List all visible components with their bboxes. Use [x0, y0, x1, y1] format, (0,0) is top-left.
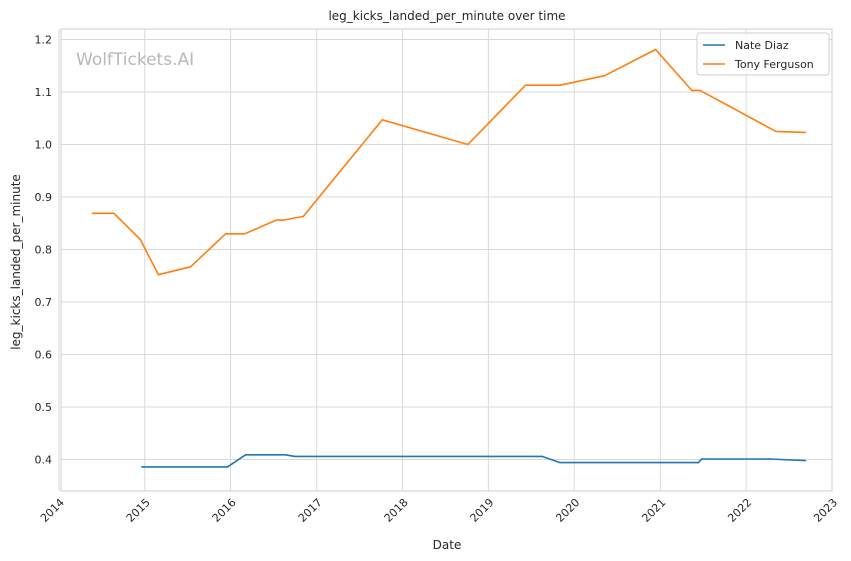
data-point-nate-diaz	[141, 466, 143, 468]
legend-label-nate-diaz: Nate Diaz	[735, 39, 789, 52]
data-point-nate-diaz	[284, 453, 286, 456]
data-point-tony-ferguson	[91, 212, 94, 215]
grid	[58, 29, 833, 491]
y-tick-label: 1.2	[35, 34, 53, 47]
data-point-tony-ferguson	[524, 84, 527, 86]
data-point-nate-diaz	[244, 453, 247, 456]
data-point-tony-ferguson	[302, 215, 305, 218]
series-points-tony-ferguson	[91, 48, 807, 276]
y-tick-label: 0.8	[35, 244, 53, 257]
legend: Nate Diaz Tony Ferguson	[696, 32, 830, 76]
data-point-tony-ferguson	[467, 143, 469, 146]
data-point-tony-ferguson	[654, 48, 657, 51]
x-axis-label: Date	[433, 538, 462, 552]
legend-box	[696, 32, 830, 76]
data-point-tony-ferguson	[139, 238, 142, 241]
data-point-tony-ferguson	[224, 232, 227, 235]
y-axis-label: leg_kicks_landed_per_minute	[9, 174, 23, 350]
watermark: WolfTickets.AI	[76, 50, 194, 70]
data-point-nate-diaz	[541, 455, 543, 458]
data-point-tony-ferguson	[774, 130, 777, 133]
series-line-tony-ferguson	[92, 48, 806, 276]
data-point-tony-ferguson	[282, 219, 285, 221]
y-axis-ticks: 0.4 0.5 0.6 0.7 0.8 0.9 1.0 1.1 1.2	[35, 34, 53, 467]
data-point-tony-ferguson	[804, 131, 807, 134]
data-point-nate-diaz	[294, 455, 296, 458]
series-points-nate-diaz	[141, 453, 807, 468]
legend-label-tony-ferguson: Tony Ferguson	[734, 58, 814, 71]
data-point-tony-ferguson	[603, 74, 606, 77]
data-point-tony-ferguson	[157, 273, 160, 276]
data-point-tony-ferguson	[559, 84, 561, 86]
y-tick-label: 0.9	[35, 191, 53, 204]
data-point-nate-diaz	[768, 458, 771, 460]
data-point-tony-ferguson	[113, 212, 115, 215]
data-point-tony-ferguson	[381, 119, 384, 121]
data-point-tony-ferguson	[243, 232, 246, 235]
data-point-nate-diaz	[700, 458, 703, 460]
series-layer	[91, 48, 807, 468]
y-tick-label: 0.6	[35, 349, 53, 362]
y-tick-label: 0.5	[35, 401, 53, 414]
data-point-nate-diaz	[559, 461, 561, 464]
data-point-tony-ferguson	[189, 266, 192, 268]
y-tick-label: 0.4	[35, 454, 53, 467]
data-point-nate-diaz	[804, 459, 807, 462]
y-tick-label: 0.7	[35, 296, 53, 309]
data-point-tony-ferguson	[275, 219, 278, 221]
chart-title: leg_kicks_landed_per_minute over time	[328, 9, 565, 23]
y-tick-label: 1.0	[35, 139, 53, 152]
data-point-tony-ferguson	[699, 89, 701, 92]
data-point-tony-ferguson	[691, 89, 693, 92]
data-point-nate-diaz	[226, 466, 229, 468]
plot-frame	[60, 28, 833, 492]
data-point-nate-diaz	[697, 461, 700, 464]
y-tick-label: 1.1	[35, 86, 53, 99]
